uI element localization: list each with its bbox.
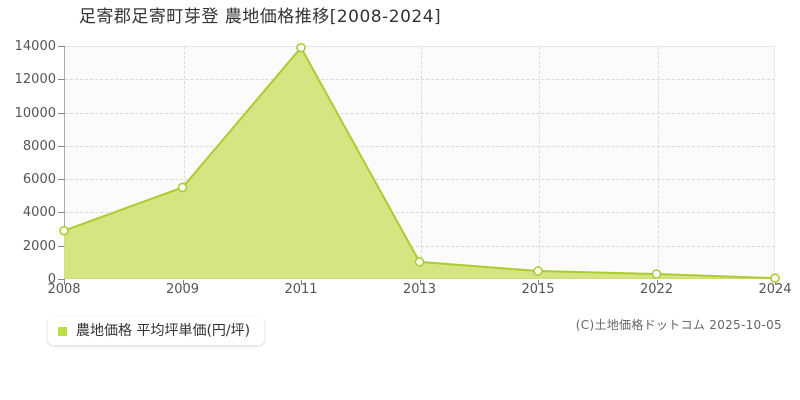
legend-swatch-icon	[58, 326, 67, 336]
data-point-marker[interactable]	[59, 225, 69, 236]
copyright-credit: (C)土地価格ドットコム 2025-10-05	[575, 318, 782, 332]
y-axis-label: 4000	[22, 205, 56, 221]
gridline-horizontal	[65, 79, 775, 81]
x-axis-tick	[656, 280, 658, 285]
y-axis-tick	[58, 79, 65, 81]
gridline-vertical	[183, 46, 185, 278]
y-axis-label: 12000	[14, 72, 56, 88]
y-axis-tick	[58, 179, 65, 181]
x-axis-label: 2013	[402, 282, 437, 297]
y-axis-label: 0	[47, 272, 56, 287]
y-axis-label: 8000	[22, 138, 56, 154]
y-axis-tick	[58, 279, 65, 280]
x-axis-tick	[64, 280, 65, 285]
x-axis-tick	[419, 280, 421, 285]
y-axis-label: 10000	[14, 105, 56, 121]
data-point-marker[interactable]	[177, 182, 188, 193]
data-point-marker[interactable]	[414, 257, 425, 267]
gridline-horizontal	[65, 112, 775, 114]
gridline-vertical	[539, 46, 540, 278]
x-axis-label: 2015	[521, 282, 555, 297]
y-axis-label: 6000	[22, 172, 56, 188]
data-point-marker[interactable]	[770, 273, 780, 283]
x-axis-tick	[301, 280, 302, 285]
gridline-vertical	[657, 46, 659, 278]
gridline-horizontal	[65, 212, 775, 214]
x-axis-label: 2024	[758, 282, 792, 297]
y-axis-tick	[58, 212, 65, 214]
area-series	[59, 42, 780, 283]
x-axis-label: 2022	[639, 282, 674, 297]
data-point-marker[interactable]	[651, 269, 662, 279]
y-axis-label: 2000	[22, 238, 56, 254]
x-axis-tick	[182, 280, 184, 285]
chart-title: 足寄郡足寄町芽登 農地価格推移[2008-2024]	[78, 7, 442, 27]
data-point-marker[interactable]	[296, 42, 306, 53]
y-axis-tick	[58, 112, 65, 114]
data-point-marker[interactable]	[533, 266, 543, 276]
area-fill	[64, 47, 775, 279]
x-axis-label: 2011	[284, 282, 318, 297]
x-axis-label: 2009	[165, 282, 200, 297]
y-axis-tick	[58, 145, 65, 147]
x-axis-tick	[538, 280, 539, 285]
gridline-horizontal	[65, 179, 775, 181]
gridline-vertical	[420, 46, 422, 278]
gridline-horizontal	[65, 245, 775, 247]
y-axis-label: 14000	[14, 39, 56, 54]
legend-label: 農地価格 平均坪単価(円/坪)	[76, 323, 251, 339]
chart-legend[interactable]: 農地価格 平均坪単価(円/坪)	[48, 317, 265, 345]
data-point-markers	[59, 42, 780, 283]
gridline-horizontal	[65, 145, 775, 147]
y-axis-tick	[58, 46, 65, 47]
y-axis-tick	[58, 245, 65, 247]
x-axis-label: 2008	[47, 282, 81, 297]
